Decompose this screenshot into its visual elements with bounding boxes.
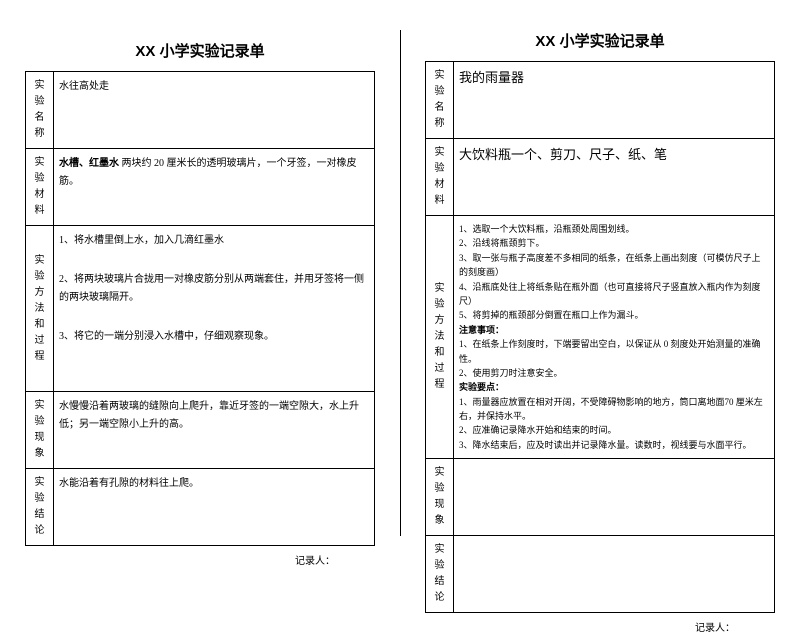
right-title: XX 小学实验记录单: [425, 30, 775, 51]
materials-bold: 水槽、红墨水: [59, 158, 119, 169]
r-note-title: 注意事项：: [459, 323, 769, 337]
r-n1: 1、在纸条上作刻度时，下端要留出空白，以保证从 0 刻度处开始测量的准确性。: [459, 337, 769, 366]
row-materials-label: 实验材料: [26, 149, 54, 226]
row-materials-value: 水槽、红墨水 两块约 20 厘米长的透明玻璃片，一个牙签，一对橡皮筋。: [54, 149, 375, 226]
r-m4: 4、沿瓶底处往上将纸条贴在瓶外面（也可直接将尺子竖直放入瓶内作为刻度尺）: [459, 280, 769, 309]
left-page: XX 小学实验记录单 实验名称 水往高处走 实验材料 水槽、红墨水 两块约 20…: [0, 0, 400, 566]
row-method-value: 1、将水槽里倒上水，加入几滴红墨水 2、将两块玻璃片合拢用一对橡皮筋分别从两端套…: [54, 226, 375, 392]
r-m2: 2、沿线将瓶颈剪下。: [459, 236, 769, 250]
r-k3: 3、降水结束后，应及时读出并记录降水量。读数时，视线要与水面平行。: [459, 438, 769, 452]
r-method-label: 实验方法和过程: [426, 216, 454, 459]
right-recorder: 记录人：: [425, 619, 775, 634]
r-m3: 3、取一张与瓶子高度差不多相同的纸条，在纸条上画出刻度（可模仿尺子上的刻度画）: [459, 251, 769, 280]
r-materials-label: 实验材料: [426, 139, 454, 216]
r-phenom-value: [454, 459, 775, 536]
r-n2: 2、使用剪刀时注意安全。: [459, 366, 769, 380]
r-materials-value: 大饮料瓶一个、剪刀、尺子、纸、笔: [454, 139, 775, 216]
r-key-title: 实验要点：: [459, 380, 769, 394]
row-phenom-label: 实验现象: [26, 392, 54, 469]
r-phenom-label: 实验现象: [426, 459, 454, 536]
r-conclusion-value: [454, 536, 775, 613]
r-conclusion-label: 实验结论: [426, 536, 454, 613]
r-m1: 1、选取一个大饮料瓶，沿瓶颈处周围划线。: [459, 222, 769, 236]
row-name-value: 水往高处走: [54, 72, 375, 149]
right-table: 实验名称 我的雨量器 实验材料 大饮料瓶一个、剪刀、尺子、纸、笔 实验方法和过程…: [425, 61, 775, 613]
r-method-value: 1、选取一个大饮料瓶，沿瓶颈处周围划线。 2、沿线将瓶颈剪下。 3、取一张与瓶子…: [454, 216, 775, 459]
r-k1: 1、雨量器应放置在相对开阔，不受障碍物影响的地方，筒口离地面70 厘米左右，并保…: [459, 395, 769, 424]
left-table: 实验名称 水往高处走 实验材料 水槽、红墨水 两块约 20 厘米长的透明玻璃片，…: [25, 71, 375, 546]
method-step-1: 1、将水槽里倒上水，加入几滴红墨水: [59, 232, 369, 250]
method-step-2: 2、将两块玻璃片合拢用一对橡皮筋分别从两端套住，并用牙签将一侧的两块玻璃隔开。: [59, 271, 369, 307]
row-method-label: 实验方法和过程: [26, 226, 54, 392]
method-step-3: 3、将它的一端分别浸入水槽中，仔细观察现象。: [59, 328, 369, 346]
right-page: XX 小学实验记录单 实验名称 我的雨量器 实验材料 大饮料瓶一个、剪刀、尺子、…: [400, 0, 800, 566]
r-name-value: 我的雨量器: [454, 62, 775, 139]
r-name-label: 实验名称: [426, 62, 454, 139]
r-k2: 2、应准确记录降水开始和结束的时间。: [459, 423, 769, 437]
row-name-label: 实验名称: [26, 72, 54, 149]
row-conclusion-value: 水能沿着有孔隙的材料往上爬。: [54, 469, 375, 546]
left-recorder: 记录人：: [25, 552, 375, 567]
row-conclusion-label: 实验结论: [26, 469, 54, 546]
r-m5: 5、将剪掉的瓶颈部分倒置在瓶口上作为漏斗。: [459, 308, 769, 322]
row-phenom-value: 水慢慢沿着两玻璃的缝隙向上爬升，靠近牙签的一端空隙大，水上升低；另一端空隙小上升…: [54, 392, 375, 469]
left-title: XX 小学实验记录单: [25, 40, 375, 61]
